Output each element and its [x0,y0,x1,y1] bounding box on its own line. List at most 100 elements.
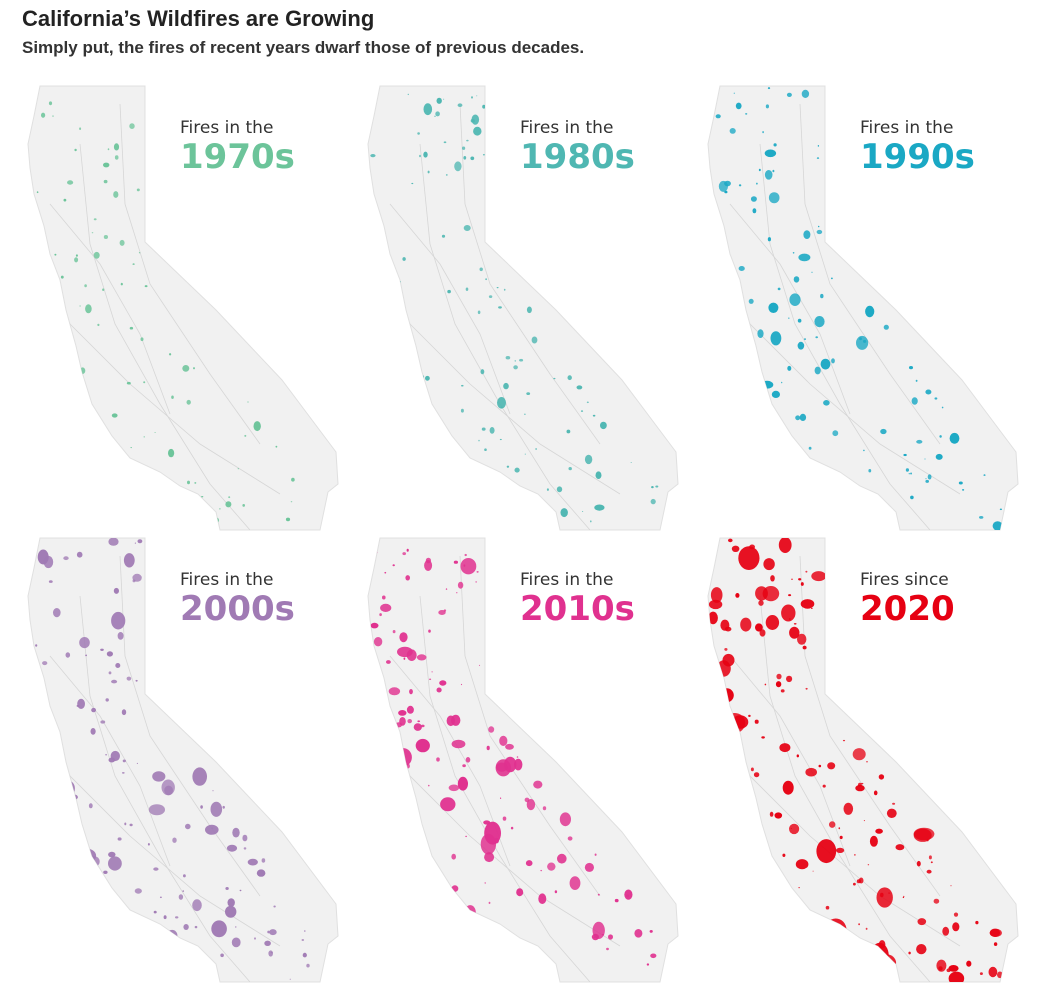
fire-perimeter [764,149,777,158]
fire-perimeter [789,823,800,835]
fire-perimeter [269,929,277,936]
fire-perimeter [406,705,414,714]
fire-perimeter [482,104,486,109]
road-line [49,203,171,415]
fire-perimeter [103,162,110,168]
fire-perimeter [775,458,779,463]
road-line [799,103,941,445]
fire-perimeter [110,750,121,762]
fire-perimeter [102,288,105,291]
fire-perimeter [270,951,273,954]
map-panel-2010s: Fires in the 2010s [360,536,690,984]
fire-perimeter [788,594,792,597]
fire-perimeter [121,772,125,774]
fire-perimeter [925,389,932,395]
fire-perimeter [63,198,67,202]
fire-perimeter [111,413,118,418]
fire-perimeter [242,504,245,507]
fire-perimeter [134,542,136,544]
fire-perimeter [542,959,553,970]
fire-perimeter [398,710,407,716]
fire-perimeter [724,713,746,733]
fire-perimeter [268,950,273,957]
fire-perimeter [484,448,487,452]
fire-perimeter [90,887,107,908]
fire-perimeter [446,715,455,727]
fire-perimeter [799,931,811,945]
fire-perimeter [182,365,190,372]
fire-perimeter [770,331,782,346]
fire-perimeter [886,808,897,818]
fire-perimeter [129,823,133,827]
fire-perimeter [556,486,563,493]
fire-perimeter [400,775,403,778]
fire-perimeter [461,384,464,387]
panel-lead-text: Fires in the [180,570,274,590]
fire-perimeter [788,618,791,620]
fire-perimeter [85,304,92,314]
fire-perimeter [493,507,495,509]
fire-perimeter [843,802,854,815]
fire-perimeter [781,604,796,622]
fire-perimeter [863,449,865,452]
fire-perimeter [135,679,138,682]
fire-perimeter [933,898,940,904]
fire-perimeter [243,847,247,850]
fire-perimeter [765,615,780,630]
fire-perimeter [765,104,769,109]
fire-perimeter [731,545,740,552]
fire-perimeter [273,905,276,908]
fire-perimeter [52,115,54,117]
fire-perimeter [464,919,470,927]
panel-decade: 2010s [520,589,635,629]
road-line [459,103,601,445]
fire-perimeter [122,759,126,763]
fire-perimeter [778,538,792,553]
fire-perimeter [100,720,106,724]
panel-label: Fires in the 1990s [860,118,975,176]
fire-perimeter [863,339,867,343]
fire-perimeter [382,595,386,600]
fire-perimeter [436,687,442,693]
fire-perimeter [285,517,291,522]
california-map [27,537,339,983]
road-line [739,313,961,495]
fire-perimeter [483,154,485,156]
fire-perimeter [817,145,820,147]
fire-perimeter [852,748,866,761]
fire-perimeter [193,367,195,370]
road-line [419,143,591,530]
fire-perimeter [576,385,583,390]
fire-perimeter [90,728,96,735]
fire-perimeter [36,191,39,194]
fire-perimeter [488,726,495,733]
fire-perimeter [774,899,790,915]
fire-perimeter [103,235,108,239]
california-map [707,537,1019,983]
fire-perimeter [456,950,459,952]
fire-perimeter [999,508,1002,511]
fire-perimeter [863,820,865,822]
fire-perimeter [86,471,91,475]
fire-perimeter [875,828,883,834]
fire-perimeter [916,944,927,955]
fire-perimeter [484,821,501,845]
fire-perimeter [569,876,581,890]
fire-perimeter [979,516,984,519]
fire-perimeter [464,553,467,557]
fire-perimeter [910,472,912,475]
fire-perimeter [225,887,229,890]
fire-perimeter [586,401,589,404]
fire-perimeter [108,671,112,675]
fire-perimeter [738,184,742,187]
fire-perimeter [831,277,833,280]
fire-perimeter [91,232,94,234]
fire-perimeter [211,920,227,938]
fire-perimeter [242,834,248,842]
fire-perimeter [388,687,401,696]
fire-perimeter [416,369,420,372]
fire-perimeter [724,180,731,187]
fire-perimeter [948,971,965,982]
fire-perimeter [724,626,732,632]
fire-perimeter [734,774,748,784]
